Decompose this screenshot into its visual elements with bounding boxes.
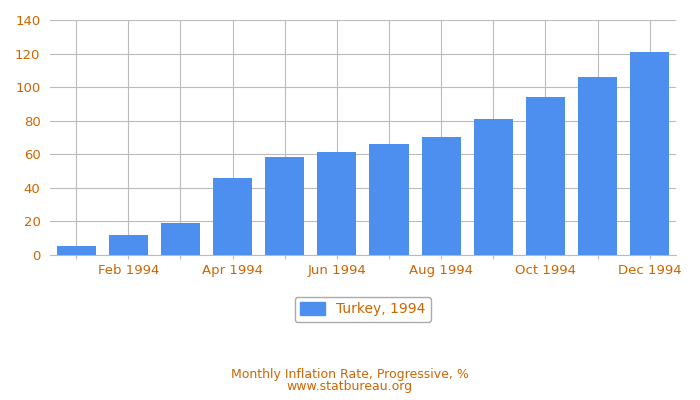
Bar: [578, 77, 617, 255]
Bar: [370, 144, 409, 255]
Bar: [421, 137, 461, 255]
Bar: [108, 235, 148, 255]
Bar: [213, 178, 252, 255]
Bar: [161, 223, 200, 255]
Bar: [526, 97, 565, 255]
Text: Monthly Inflation Rate, Progressive, %: Monthly Inflation Rate, Progressive, %: [231, 368, 469, 381]
Bar: [57, 246, 96, 255]
Bar: [630, 52, 669, 255]
Text: www.statbureau.org: www.statbureau.org: [287, 380, 413, 393]
Bar: [474, 119, 513, 255]
Legend: Turkey, 1994: Turkey, 1994: [295, 297, 431, 322]
Bar: [265, 158, 304, 255]
Bar: [317, 152, 356, 255]
